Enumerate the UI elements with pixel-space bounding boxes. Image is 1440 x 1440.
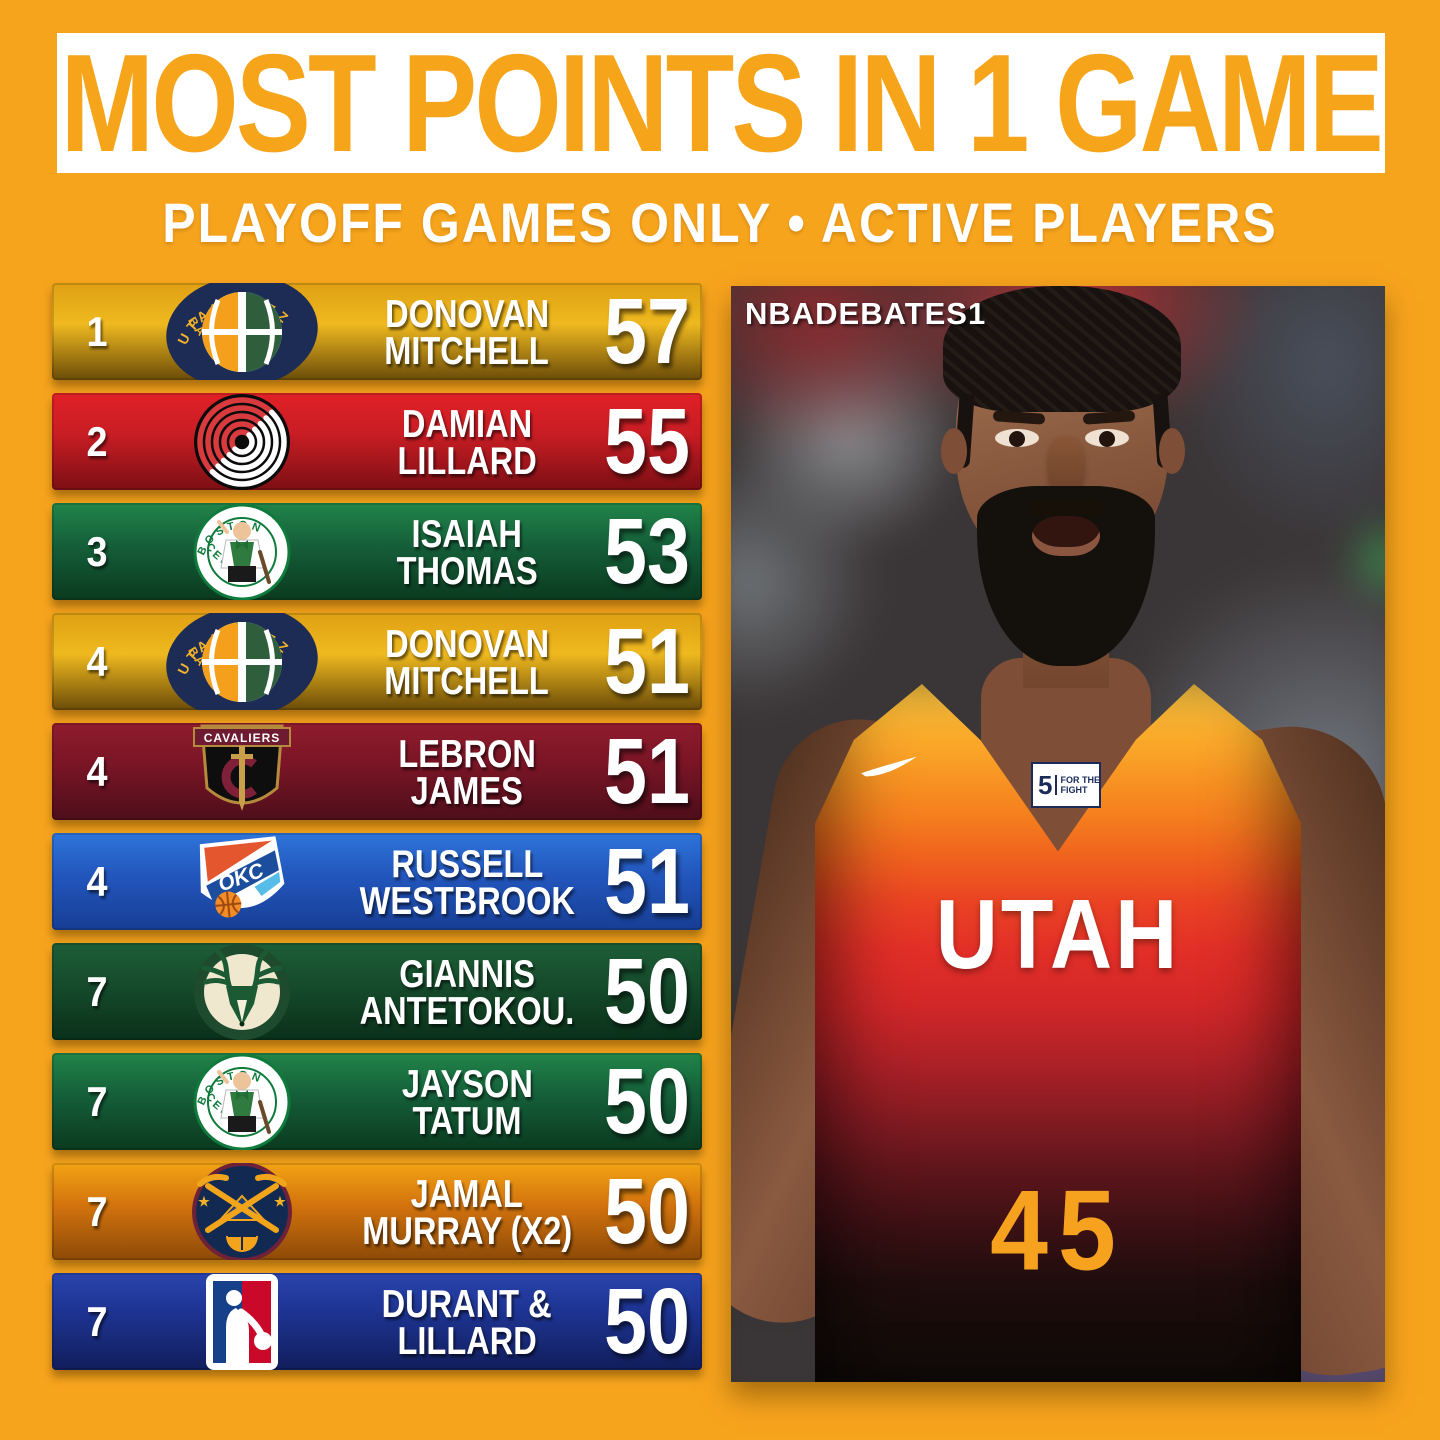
rank-label: 1 (86, 307, 108, 355)
player-name: LEBRON JAMES (342, 731, 592, 812)
table-row: 3 BOSTON CELTICS (52, 503, 702, 600)
player-mustache (1027, 500, 1105, 516)
player-iris (1009, 431, 1025, 447)
ranking-list: 1 UTAH JAZZ BASKETBALL DONOVAN (52, 283, 702, 1383)
rank-label: 7 (86, 1187, 108, 1235)
five-for-the-fight-patch: 5 FOR THE FIGHT (1031, 762, 1101, 808)
player-name-line1: ISAIAH (411, 511, 523, 555)
trail-blazers-logo-icon (142, 393, 342, 490)
table-row: 7 BOSTON CELTICS (52, 1053, 702, 1150)
rank-label: 7 (86, 1077, 108, 1125)
jersey-number: 45 (990, 1167, 1126, 1295)
player-name-line2: ANTETOKOU. (359, 988, 575, 1032)
player-name: DURANT & LILLARD (342, 1281, 592, 1362)
rank-label: 7 (86, 1297, 108, 1345)
player-name-line2: JAMES (410, 768, 524, 812)
player-name: DONOVAN MITCHELL (342, 621, 592, 702)
svg-text:★: ★ (274, 1194, 286, 1209)
player-ear (1159, 428, 1185, 474)
points-value: 50 (604, 1053, 690, 1150)
player-name-line2: LILLARD (397, 1318, 537, 1362)
player-name: ISAIAH THOMAS (342, 511, 592, 592)
rank-label: 2 (86, 417, 108, 465)
player-name-line2: MITCHELL (384, 658, 550, 702)
subtitle-wrap: PLAYOFF GAMES ONLY • ACTIVE PLAYERS (0, 192, 1440, 255)
points-value: 51 (604, 723, 690, 820)
points-value: 50 (604, 1163, 690, 1260)
player-name: JAYSON TATUM (342, 1061, 592, 1142)
patch-text: FOR THE FIGHT (1055, 775, 1100, 795)
utah-jazz-logo-icon: UTAH JAZZ BASKETBALL (142, 283, 342, 380)
player-name-line1: DONOVAN (384, 291, 550, 335)
player-name-line2: TATUM (412, 1098, 522, 1142)
player-eye (1085, 429, 1129, 447)
player-hair (943, 286, 1181, 412)
jersey-team-text: UTAH (935, 880, 1181, 990)
player-name: GIANNIS ANTETOKOU. (342, 951, 592, 1032)
player-name: DAMIAN LILLARD (342, 401, 592, 482)
points-value: 50 (604, 943, 690, 1040)
table-row: 4 CAVALIERS LEBRON JAMES 51 (52, 723, 702, 820)
player-eye (995, 429, 1039, 447)
player-mouth (1032, 516, 1100, 556)
player-name-line2: LILLARD (397, 438, 537, 482)
player-name: DONOVAN MITCHELL (342, 291, 592, 372)
celtics-logo-icon: BOSTON CELTICS (142, 1053, 342, 1150)
player-name-line1: GIANNIS (399, 951, 535, 995)
player-photo: UTAH 45 5 FOR THE FIGHT NBADEBATES1 (731, 286, 1385, 1382)
table-row: 7 DURANT & LILLARD 50 (52, 1273, 702, 1370)
points-value: 50 (604, 1273, 690, 1370)
player-name-line2: THOMAS (396, 548, 538, 592)
utah-jazz-logo-icon: UTAH JAZZ BASKETBALL (142, 613, 342, 710)
player-name-line1: LEBRON (398, 731, 536, 775)
patch-line2: FIGHT (1060, 785, 1088, 795)
rank-label: 4 (86, 637, 108, 685)
player-name-line1: DONOVAN (384, 621, 550, 665)
player-name-line1: RUSSELL (391, 841, 543, 885)
player-name-line1: JAMAL (410, 1171, 524, 1215)
table-row: 4 OKC RUSSELL WESTBROOK (52, 833, 702, 930)
nba-logo-icon (142, 1273, 342, 1370)
celtics-logo-icon: BOSTON CELTICS (142, 503, 342, 600)
table-row: 7 (52, 943, 702, 1040)
player-ear (941, 428, 967, 474)
player-name-line2: MITCHELL (384, 328, 550, 372)
table-row: 1 UTAH JAZZ BASKETBALL DONOVAN (52, 283, 702, 380)
page-title: MOST POINTS IN 1 GAME (60, 24, 1384, 181)
points-value: 57 (604, 283, 690, 380)
table-row: 4 UTAH JAZZ BASKETBALL DONOVAN (52, 613, 702, 710)
rank-label: 4 (86, 747, 108, 795)
watermark-label: NBADEBATES1 (745, 296, 987, 331)
cavaliers-logo-icon: CAVALIERS (142, 723, 342, 820)
player-name-line2: MURRAY (X2) (362, 1208, 572, 1252)
table-row: 7 ★ ★ JAMAL MURRAY (X2) (52, 1163, 702, 1260)
rank-label: 4 (86, 857, 108, 905)
points-value: 51 (604, 833, 690, 930)
patch-line1: FOR THE (1060, 775, 1100, 785)
player-name: JAMAL MURRAY (X2) (342, 1171, 592, 1252)
points-value: 51 (604, 613, 690, 710)
player-name: RUSSELL WESTBROOK (342, 841, 592, 922)
table-row: 2 (52, 393, 702, 490)
title-banner: MOST POINTS IN 1 GAME (57, 25, 1385, 181)
player-name-line1: JAYSON (401, 1061, 533, 1105)
nike-swoosh-icon (861, 756, 917, 777)
svg-text:★: ★ (198, 1194, 210, 1209)
bucks-logo-icon (142, 943, 342, 1040)
player-name-line1: DURANT & (381, 1281, 553, 1325)
okc-thunder-logo-icon: OKC (142, 833, 342, 930)
rank-label: 3 (86, 527, 108, 575)
points-value: 55 (604, 393, 690, 490)
player-iris (1099, 431, 1115, 447)
svg-text:CAVALIERS: CAVALIERS (204, 731, 281, 745)
player-name-line1: DAMIAN (401, 401, 533, 445)
player-name-line2: WESTBROOK (359, 878, 575, 922)
nuggets-logo-icon: ★ ★ (142, 1163, 342, 1260)
page-subtitle: PLAYOFF GAMES ONLY • ACTIVE PLAYERS (162, 191, 1278, 255)
rank-label: 7 (86, 967, 108, 1015)
points-value: 53 (604, 503, 690, 600)
patch-number: 5 (1038, 769, 1053, 800)
